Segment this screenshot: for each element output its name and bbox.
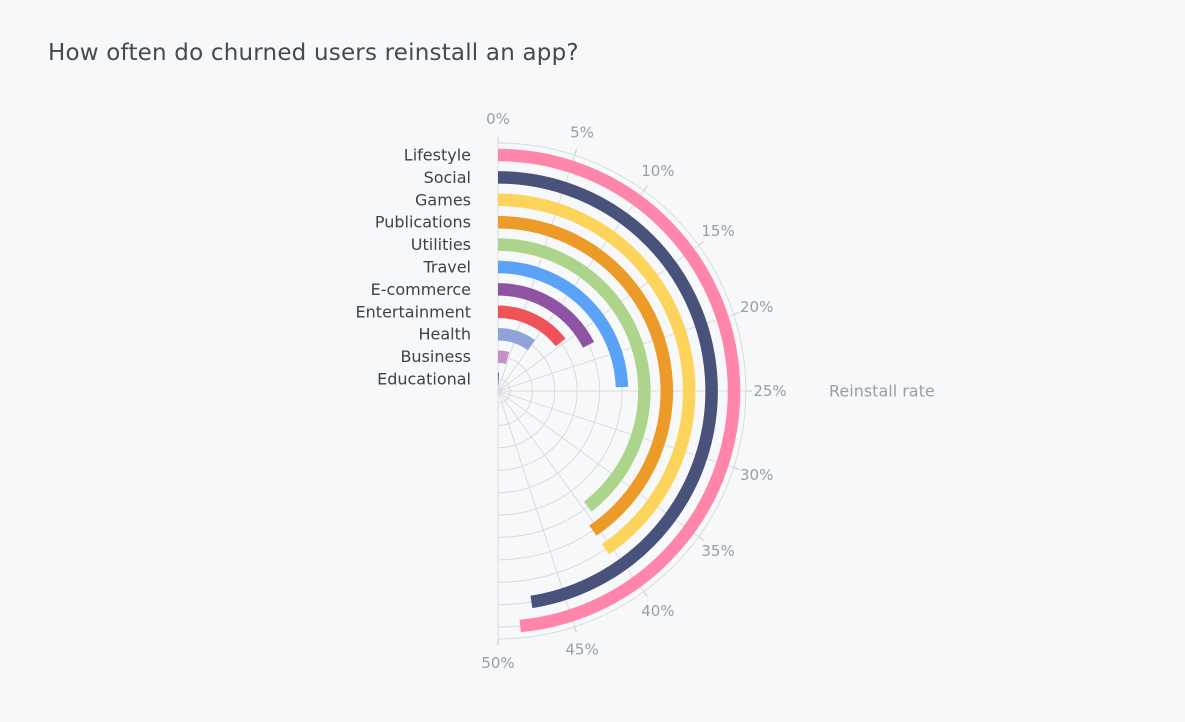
tick-label: 10% [641, 162, 674, 180]
tick-mark [574, 149, 577, 156]
bar-entertainment [497, 305, 566, 347]
bar-publications [497, 215, 674, 536]
grid-spoke [497, 390, 576, 628]
tick-label: 25% [753, 382, 786, 400]
grid-spoke [497, 390, 699, 538]
category-label: Games [415, 190, 471, 209]
tick-mark [698, 536, 704, 541]
bar-utilities [497, 238, 651, 512]
tick-label: 15% [701, 222, 734, 240]
category-label: Health [418, 325, 471, 344]
tick-label: 35% [701, 542, 734, 560]
tick-label: 0% [486, 110, 510, 128]
bars [497, 148, 741, 633]
bar-e-commerce [497, 283, 595, 348]
bar-lifestyle [497, 148, 741, 633]
chart-title: How often do churned users reinstall an … [48, 40, 579, 66]
bar-business [497, 350, 510, 365]
ticks: 0% 5% 10% 15% 20% 25% 30% 35% 40% 45% 50% [481, 110, 786, 672]
category-label: Publications [375, 213, 471, 232]
bar-health [497, 327, 536, 351]
bar-social [497, 171, 718, 609]
category-label: Educational [377, 370, 471, 389]
tick-label: 40% [641, 602, 674, 620]
category-label: Lifestyle [404, 146, 471, 165]
axis-title: Reinstall rate [829, 382, 935, 401]
tick-mark [574, 626, 577, 633]
category-label: Travel [422, 258, 471, 277]
tick-mark [643, 185, 648, 191]
bar-games [497, 193, 696, 555]
grid-spoke [497, 390, 645, 592]
tick-label: 20% [740, 298, 773, 316]
category-label: Business [400, 347, 471, 366]
category-labels: Lifestyle Social Games Publications Utilitie… [356, 146, 471, 389]
tick-label: 50% [481, 654, 514, 672]
category-label: Utilities [411, 235, 471, 254]
category-label: Social [424, 168, 471, 187]
tick-label: 45% [565, 641, 598, 659]
tick-mark [733, 467, 740, 470]
tick-mark [643, 591, 648, 597]
tick-label: 5% [570, 123, 594, 141]
grid-spoke [497, 390, 735, 469]
category-label: E-commerce [371, 280, 471, 299]
tick-label: 30% [740, 466, 773, 484]
tick-mark [698, 241, 704, 246]
bar-travel [497, 260, 629, 388]
category-label: Entertainment [356, 302, 471, 321]
tick-mark [733, 312, 740, 315]
